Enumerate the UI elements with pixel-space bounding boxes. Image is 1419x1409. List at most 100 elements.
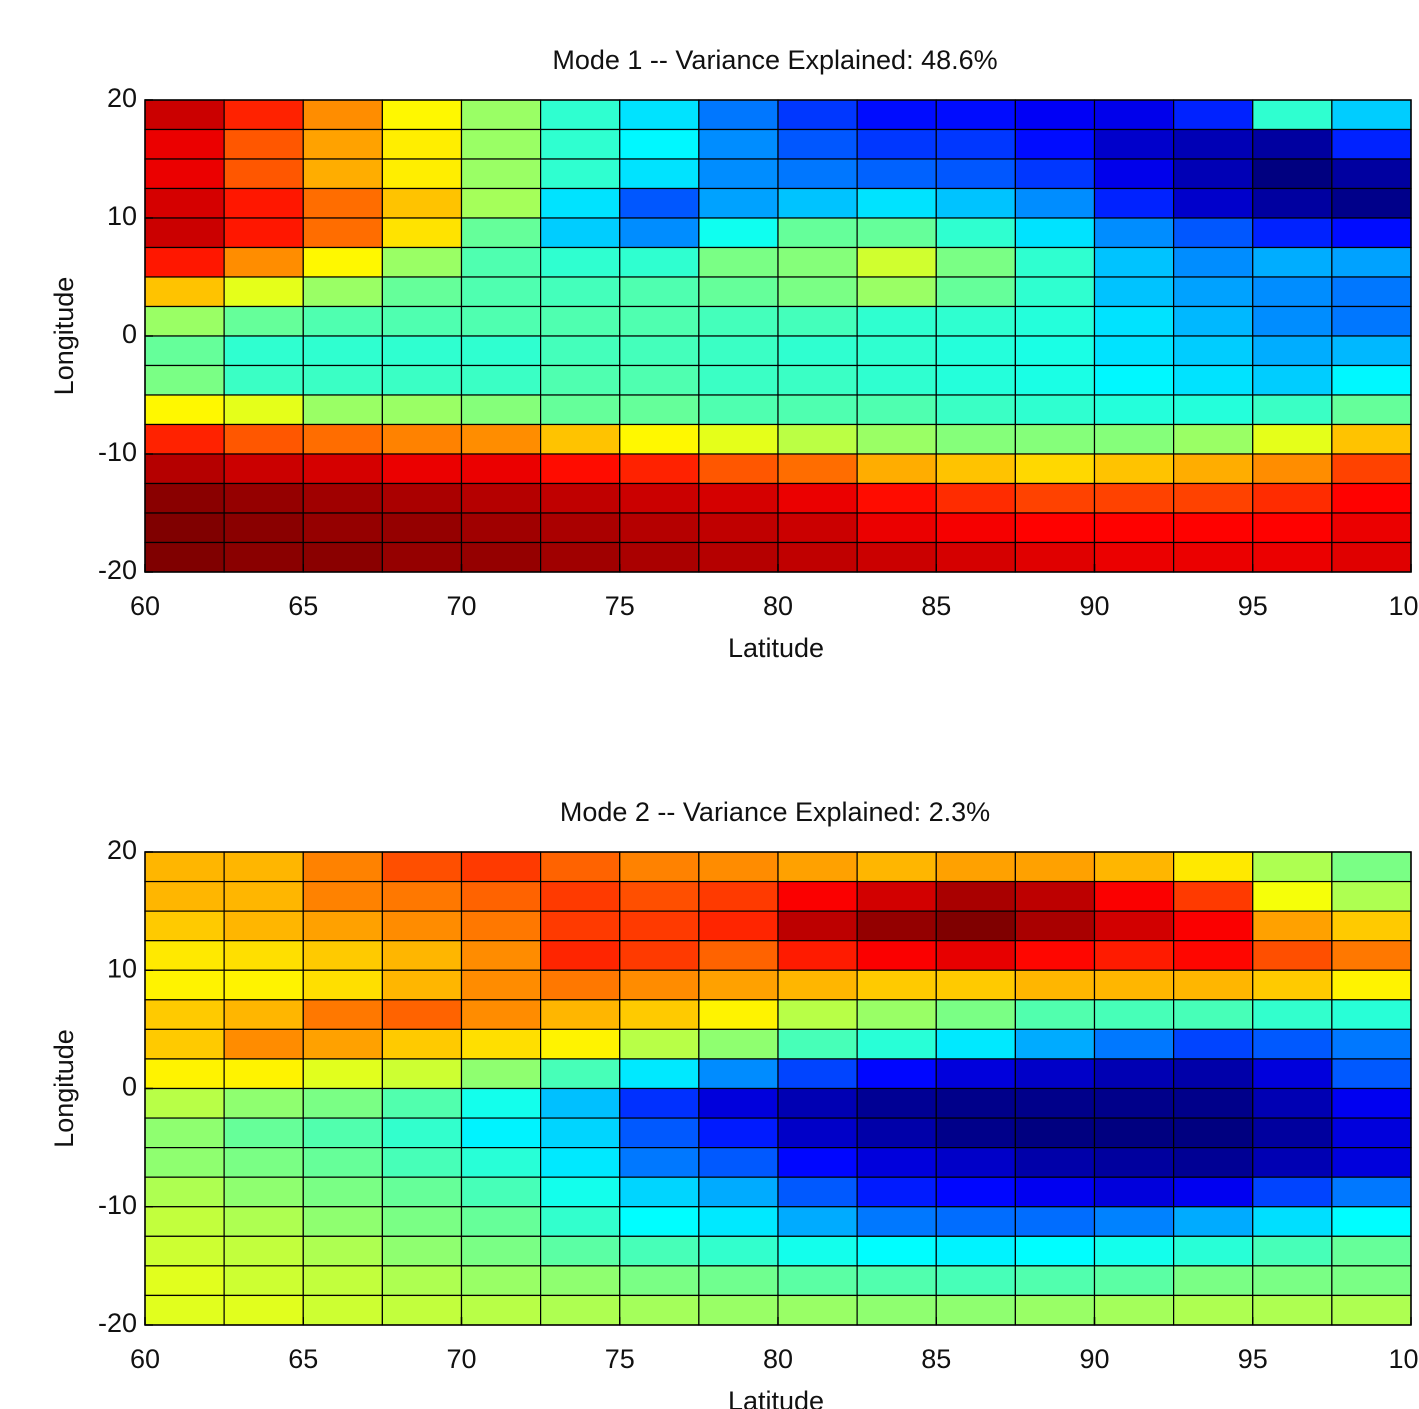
heatmap-cell <box>540 305 621 337</box>
heatmap-cell <box>1014 880 1096 912</box>
heatmap-cell <box>856 364 937 396</box>
heatmap-cell <box>223 1117 304 1149</box>
heatmap-cell <box>144 541 225 573</box>
heatmap-cell <box>1173 1176 1254 1208</box>
heatmap-cell <box>302 1176 383 1208</box>
heatmap-cell <box>302 880 383 912</box>
heatmap-cell <box>1014 305 1096 337</box>
heatmap-cell <box>698 910 779 942</box>
heatmap-cell <box>777 1058 858 1090</box>
heatmap-cell <box>302 423 383 455</box>
heatmap-cell <box>856 158 937 190</box>
heatmap-cell <box>1331 1087 1412 1119</box>
heatmap-cell <box>1252 1206 1333 1237</box>
heatmap-cell <box>540 1206 621 1237</box>
heatmap-cell <box>856 851 937 883</box>
heatmap-cell <box>698 453 779 485</box>
heatmap-cell <box>1093 276 1175 308</box>
heatmap-cell <box>698 1028 779 1060</box>
heatmap-cell <box>144 1087 225 1119</box>
heatmap-cell <box>381 541 463 573</box>
heatmap-cell <box>935 246 1016 278</box>
heatmap-cell <box>1331 880 1412 912</box>
heatmap-cell <box>619 423 700 455</box>
heatmap-cell <box>460 910 542 942</box>
heatmap-cell <box>381 1176 463 1208</box>
heatmap-cell <box>1252 940 1333 971</box>
x-tick-label: 60 <box>130 591 160 621</box>
heatmap-cell <box>1331 187 1412 219</box>
heatmap-cell <box>381 364 463 396</box>
heatmap-cell <box>302 335 383 367</box>
heatmap-cell <box>223 217 304 249</box>
heatmap-cell <box>1014 217 1096 249</box>
heatmap-cell <box>698 1294 779 1326</box>
heatmap-cell <box>223 1265 304 1297</box>
heatmap-cell <box>1173 453 1254 485</box>
heatmap-cell <box>1252 969 1333 1001</box>
heatmap-cell <box>1093 394 1175 426</box>
heatmap-cell <box>856 1087 937 1119</box>
heatmap-cell <box>540 482 621 514</box>
heatmap-cell <box>540 910 621 942</box>
heatmap-cell <box>619 1058 700 1090</box>
heatmap-cell <box>1252 128 1333 160</box>
heatmap-cell <box>856 940 937 971</box>
heatmap-cell <box>302 394 383 426</box>
heatmap-cell <box>223 851 304 883</box>
heatmap-cell <box>540 999 621 1030</box>
heatmap-cell <box>223 99 304 131</box>
heatmap-cell <box>381 1058 463 1090</box>
heatmap-cell <box>777 217 858 249</box>
heatmap-cell <box>144 1206 225 1237</box>
x-tick-label: 65 <box>288 591 318 621</box>
heatmap-cell <box>540 851 621 883</box>
heatmap-cell <box>540 880 621 912</box>
heatmap-cell <box>1014 1058 1096 1090</box>
chart-title: Mode 1 -- Variance Explained: 48.6% <box>552 45 997 75</box>
heatmap-cell <box>1173 128 1254 160</box>
heatmap-cell <box>144 394 225 426</box>
heatmap-cell <box>1331 1176 1412 1208</box>
heatmap-cell <box>935 394 1016 426</box>
heatmap-cell <box>381 158 463 190</box>
heatmap-cell <box>144 158 225 190</box>
heatmap-cell <box>1093 1176 1175 1208</box>
y-tick-label: -10 <box>98 1190 137 1220</box>
heatmap-cell <box>1093 1147 1175 1178</box>
heatmap-cell <box>1173 1206 1254 1237</box>
heatmap-cell <box>381 305 463 337</box>
x-tick-label: 95 <box>1238 591 1268 621</box>
heatmap-cell <box>144 1147 225 1178</box>
heatmap-cell <box>302 276 383 308</box>
heatmap-cell <box>1093 880 1175 912</box>
heatmap-cell <box>144 99 225 131</box>
heatmap-cell <box>1093 910 1175 942</box>
heatmap-cell <box>1252 1087 1333 1119</box>
heatmap-cell <box>1173 276 1254 308</box>
heatmap-cell <box>1173 423 1254 455</box>
heatmap-cell <box>144 1265 225 1297</box>
heatmap-cell <box>777 1235 858 1267</box>
heatmap-cell <box>540 246 621 278</box>
heatmap-cell <box>302 1265 383 1297</box>
heatmap-cell <box>856 99 937 131</box>
heatmap-cell <box>1093 158 1175 190</box>
heatmap-cell <box>460 394 542 426</box>
heatmap-cell <box>1252 1147 1333 1178</box>
heatmap-cell <box>1252 880 1333 912</box>
heatmap-cell <box>1252 335 1333 367</box>
heatmap-cell <box>302 453 383 485</box>
heatmap-cell <box>144 276 225 308</box>
heatmap-cell <box>223 1294 304 1326</box>
heatmap-cell <box>1252 1117 1333 1149</box>
heatmap-cell <box>777 335 858 367</box>
heatmap-cell <box>540 541 621 573</box>
heatmap-cell <box>1173 1028 1254 1060</box>
heatmap-cell <box>223 999 304 1030</box>
heatmap-cell <box>302 1294 383 1326</box>
heatmap-cell <box>1331 423 1412 455</box>
heatmap-cell <box>302 1028 383 1060</box>
heatmap-cell <box>1173 999 1254 1030</box>
